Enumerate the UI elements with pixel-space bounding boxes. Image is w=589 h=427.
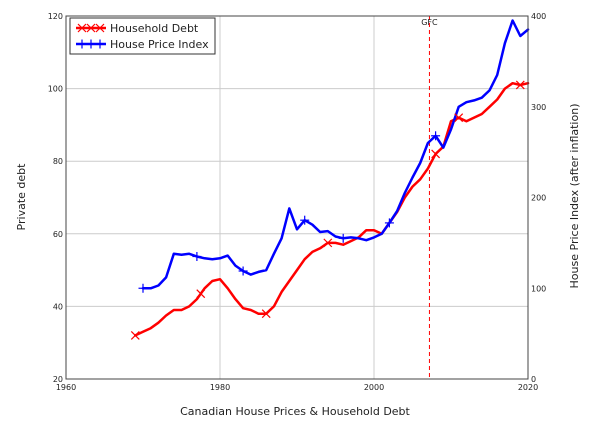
y-axis-title: Private debt [15, 163, 28, 231]
household-debt-marker [431, 149, 441, 159]
gfc-annotation: GFC [421, 16, 438, 379]
legend-hpi-marker [77, 39, 87, 49]
plot-frame [65, 15, 529, 380]
y-tick-label: 60 [53, 230, 63, 239]
y2-tick-label: 200 [531, 194, 546, 203]
legend-hpi-marker [86, 39, 96, 49]
y2-tick-label: 400 [531, 12, 546, 21]
household-debt-marker [515, 80, 525, 90]
legend-debt-marker [86, 23, 96, 33]
legend-hpi-marker [95, 39, 105, 49]
household-debt-marker [323, 238, 333, 248]
household-debt-marker [130, 331, 140, 340]
house-price-index-marker [431, 131, 441, 141]
axis-ticks: 1960 1980 2000 2020204060801001200100200300… [48, 12, 547, 392]
legend-debt-marker [77, 23, 87, 33]
y-tick-label: 40 [53, 302, 63, 311]
gfc-label: GFC [421, 18, 438, 27]
house-price-index-marker [384, 218, 394, 228]
house-price-index-marker [238, 266, 248, 276]
series-markers [130, 80, 525, 340]
y2-tick-label: 100 [531, 284, 546, 293]
legend-hpi-label: House Price Index [110, 38, 209, 51]
gridlines [65, 15, 529, 380]
legend-debt-marker [95, 23, 105, 33]
legend: Household Debt House Price Index [69, 17, 216, 55]
household-debt-marker [454, 113, 464, 123]
x-tick-label: 1960 [56, 383, 76, 392]
house-price-index-marker [338, 233, 348, 243]
y2-axis-title: House Price Index (after inflation) [568, 104, 581, 289]
house-price-index-marker [192, 251, 202, 261]
legend-hpi-markers [77, 39, 105, 49]
y-tick-label: 120 [48, 12, 63, 21]
legend-debt-markers [77, 23, 105, 33]
household-debt-line [134, 81, 530, 337]
house-price-index-marker [138, 283, 148, 293]
x-tick-label: 2000 [364, 383, 384, 392]
household-debt-marker [261, 309, 271, 319]
household-debt-marker [196, 289, 206, 299]
x-tick-label: 2020 [518, 383, 538, 392]
x-tick-label: 1980 [210, 383, 230, 392]
legend-debt-label: Household Debt [110, 22, 199, 35]
x-axis-title: Canadian House Prices & Household Debt [180, 405, 410, 418]
house-price-index-line [141, 19, 530, 290]
y2-tick-label: 0 [531, 375, 536, 384]
y-tick-label: 100 [48, 85, 63, 94]
house-price-index-marker [300, 215, 310, 225]
series-lines [134, 19, 530, 337]
y2-tick-label: 300 [531, 103, 546, 112]
y-tick-label: 20 [53, 375, 63, 384]
y-tick-label: 80 [53, 157, 63, 166]
